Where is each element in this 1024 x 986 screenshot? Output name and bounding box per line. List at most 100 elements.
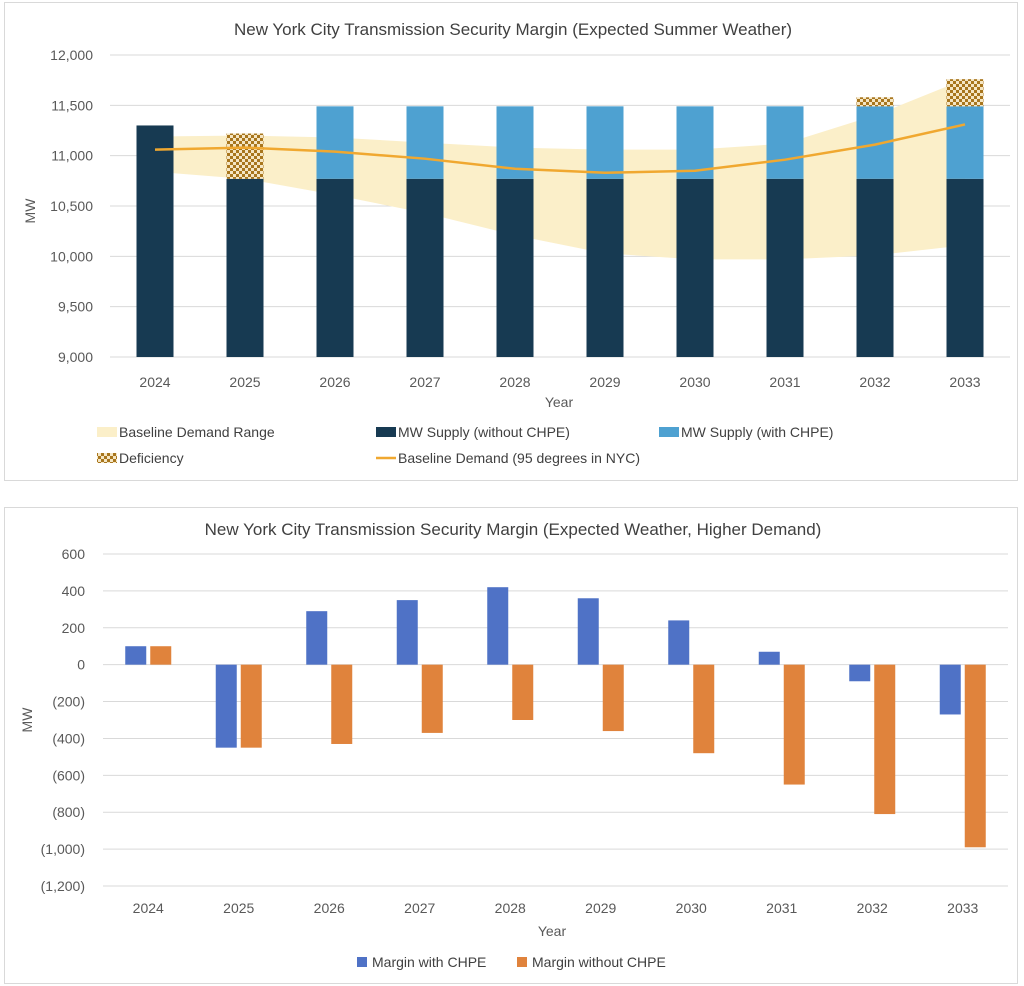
- x-axis-label: Year: [545, 394, 574, 410]
- legend-label: Margin without CHPE: [532, 954, 666, 970]
- y-tick-label: 12,000: [50, 47, 93, 63]
- chart-panel-bottom: New York City Transmission Security Marg…: [4, 507, 1018, 984]
- y-tick-label: (800): [52, 804, 85, 820]
- legend-label: Margin with CHPE: [372, 954, 486, 970]
- legend-swatch: [376, 427, 396, 437]
- x-tick-label: 2028: [495, 900, 526, 916]
- chart-panel-top: New York City Transmission Security Marg…: [4, 2, 1018, 481]
- y-tick-label: 0: [77, 657, 85, 673]
- bar-margin-with-chpe: [306, 611, 328, 665]
- x-tick-label: 2024: [133, 900, 164, 916]
- bar-supply-with-chpe: [676, 106, 714, 179]
- x-tick-label: 2024: [139, 374, 170, 390]
- bar-deficiency: [226, 133, 264, 179]
- legend-swatch: [659, 427, 679, 437]
- bar-supply-without-chpe: [316, 178, 354, 357]
- x-axis-label: Year: [538, 923, 567, 939]
- bar-supply-without-chpe: [676, 178, 714, 357]
- y-tick-label: 10,500: [50, 198, 93, 214]
- x-tick-label: 2033: [949, 374, 980, 390]
- y-tick-label: (200): [52, 694, 85, 710]
- x-tick-label: 2027: [404, 900, 435, 916]
- bar-margin-without-chpe: [421, 664, 443, 733]
- y-axis-label: MW: [19, 707, 35, 733]
- x-tick-label: 2031: [769, 374, 800, 390]
- legend-label: MW Supply (with CHPE): [681, 424, 833, 440]
- bar-margin-with-chpe: [758, 651, 780, 665]
- bar-margin-with-chpe: [215, 664, 237, 748]
- bar-supply-with-chpe: [766, 106, 804, 179]
- x-tick-label: 2029: [589, 374, 620, 390]
- bar-margin-without-chpe: [693, 664, 715, 754]
- chart-title: New York City Transmission Security Marg…: [205, 520, 822, 539]
- baseline-demand-line: [154, 123, 966, 175]
- bar-supply-with-chpe: [946, 106, 984, 179]
- legend-swatch: [97, 453, 117, 463]
- y-tick-label: (1,200): [41, 878, 85, 894]
- y-axis-label: MW: [22, 198, 38, 224]
- legend-swatch: [357, 957, 367, 967]
- bar-margin-with-chpe: [939, 664, 961, 715]
- x-tick-label: 2029: [585, 900, 616, 916]
- legend-label: MW Supply (without CHPE): [398, 424, 570, 440]
- bar-margin-with-chpe: [577, 598, 599, 665]
- x-tick-label: 2027: [409, 374, 440, 390]
- bar-supply-with-chpe: [316, 106, 354, 179]
- bar-margin-with-chpe: [487, 587, 509, 665]
- bar-supply-without-chpe: [136, 125, 174, 357]
- y-tick-label: (400): [52, 730, 85, 746]
- bar-supply-without-chpe: [226, 178, 264, 357]
- x-tick-label: 2026: [319, 374, 350, 390]
- x-tick-label: 2025: [223, 900, 254, 916]
- bar-supply-without-chpe: [496, 178, 534, 357]
- chart-title: New York City Transmission Security Marg…: [234, 20, 792, 39]
- bar-supply-without-chpe: [856, 178, 894, 357]
- y-tick-label: (600): [52, 767, 85, 783]
- y-tick-label: 9,500: [58, 299, 93, 315]
- x-tick-label: 2031: [766, 900, 797, 916]
- x-tick-label: 2028: [499, 374, 530, 390]
- bar-supply-without-chpe: [406, 178, 444, 357]
- bar-supply-with-chpe: [406, 106, 444, 179]
- x-tick-label: 2030: [676, 900, 707, 916]
- bar-margin-without-chpe: [150, 646, 172, 665]
- bar-supply-without-chpe: [946, 178, 984, 357]
- legend-label: Deficiency: [119, 450, 184, 466]
- x-tick-label: 2033: [947, 900, 978, 916]
- x-tick-label: 2032: [859, 374, 890, 390]
- bar-margin-with-chpe: [849, 664, 871, 682]
- y-tick-label: (1,000): [41, 841, 85, 857]
- y-tick-label: 600: [62, 546, 86, 562]
- supply-chart: New York City Transmission Security Marg…: [22, 20, 1010, 466]
- y-tick-label: 200: [62, 620, 86, 636]
- bar-margin-without-chpe: [874, 664, 896, 815]
- baseline-demand-range-band: [155, 79, 965, 260]
- bar-supply-with-chpe: [586, 106, 624, 179]
- x-tick-label: 2032: [857, 900, 888, 916]
- bar-deficiency: [856, 97, 894, 107]
- bar-margin-with-chpe: [396, 600, 418, 665]
- legend: Margin with CHPE Margin without CHPE: [357, 954, 666, 970]
- bar-margin-without-chpe: [512, 664, 534, 720]
- x-tick-label: 2025: [229, 374, 260, 390]
- bar-margin-with-chpe: [668, 620, 690, 665]
- legend: Baseline Demand Range MW Supply (without …: [97, 424, 833, 466]
- bar-margin-with-chpe: [125, 646, 147, 665]
- bar-margin-without-chpe: [602, 664, 624, 732]
- x-tick-label: 2030: [679, 374, 710, 390]
- legend-label: Baseline Demand (95 degrees in NYC): [398, 450, 640, 466]
- legend-swatch: [97, 427, 117, 437]
- bar-margin-without-chpe: [240, 664, 262, 748]
- legend-swatch: [517, 957, 527, 967]
- y-tick-label: 11,000: [51, 148, 93, 164]
- x-tick-label: 2026: [314, 900, 345, 916]
- y-tick-label: 10,000: [50, 248, 93, 264]
- bar-supply-without-chpe: [586, 178, 624, 357]
- bar-margin-without-chpe: [783, 664, 805, 785]
- margin-chart: New York City Transmission Security Marg…: [19, 520, 1008, 970]
- bar-margin-without-chpe: [964, 664, 986, 848]
- bar-deficiency: [946, 79, 984, 107]
- bar-margin-without-chpe: [331, 664, 353, 744]
- y-tick-label: 9,000: [58, 349, 93, 365]
- y-tick-label: 11,500: [51, 97, 93, 113]
